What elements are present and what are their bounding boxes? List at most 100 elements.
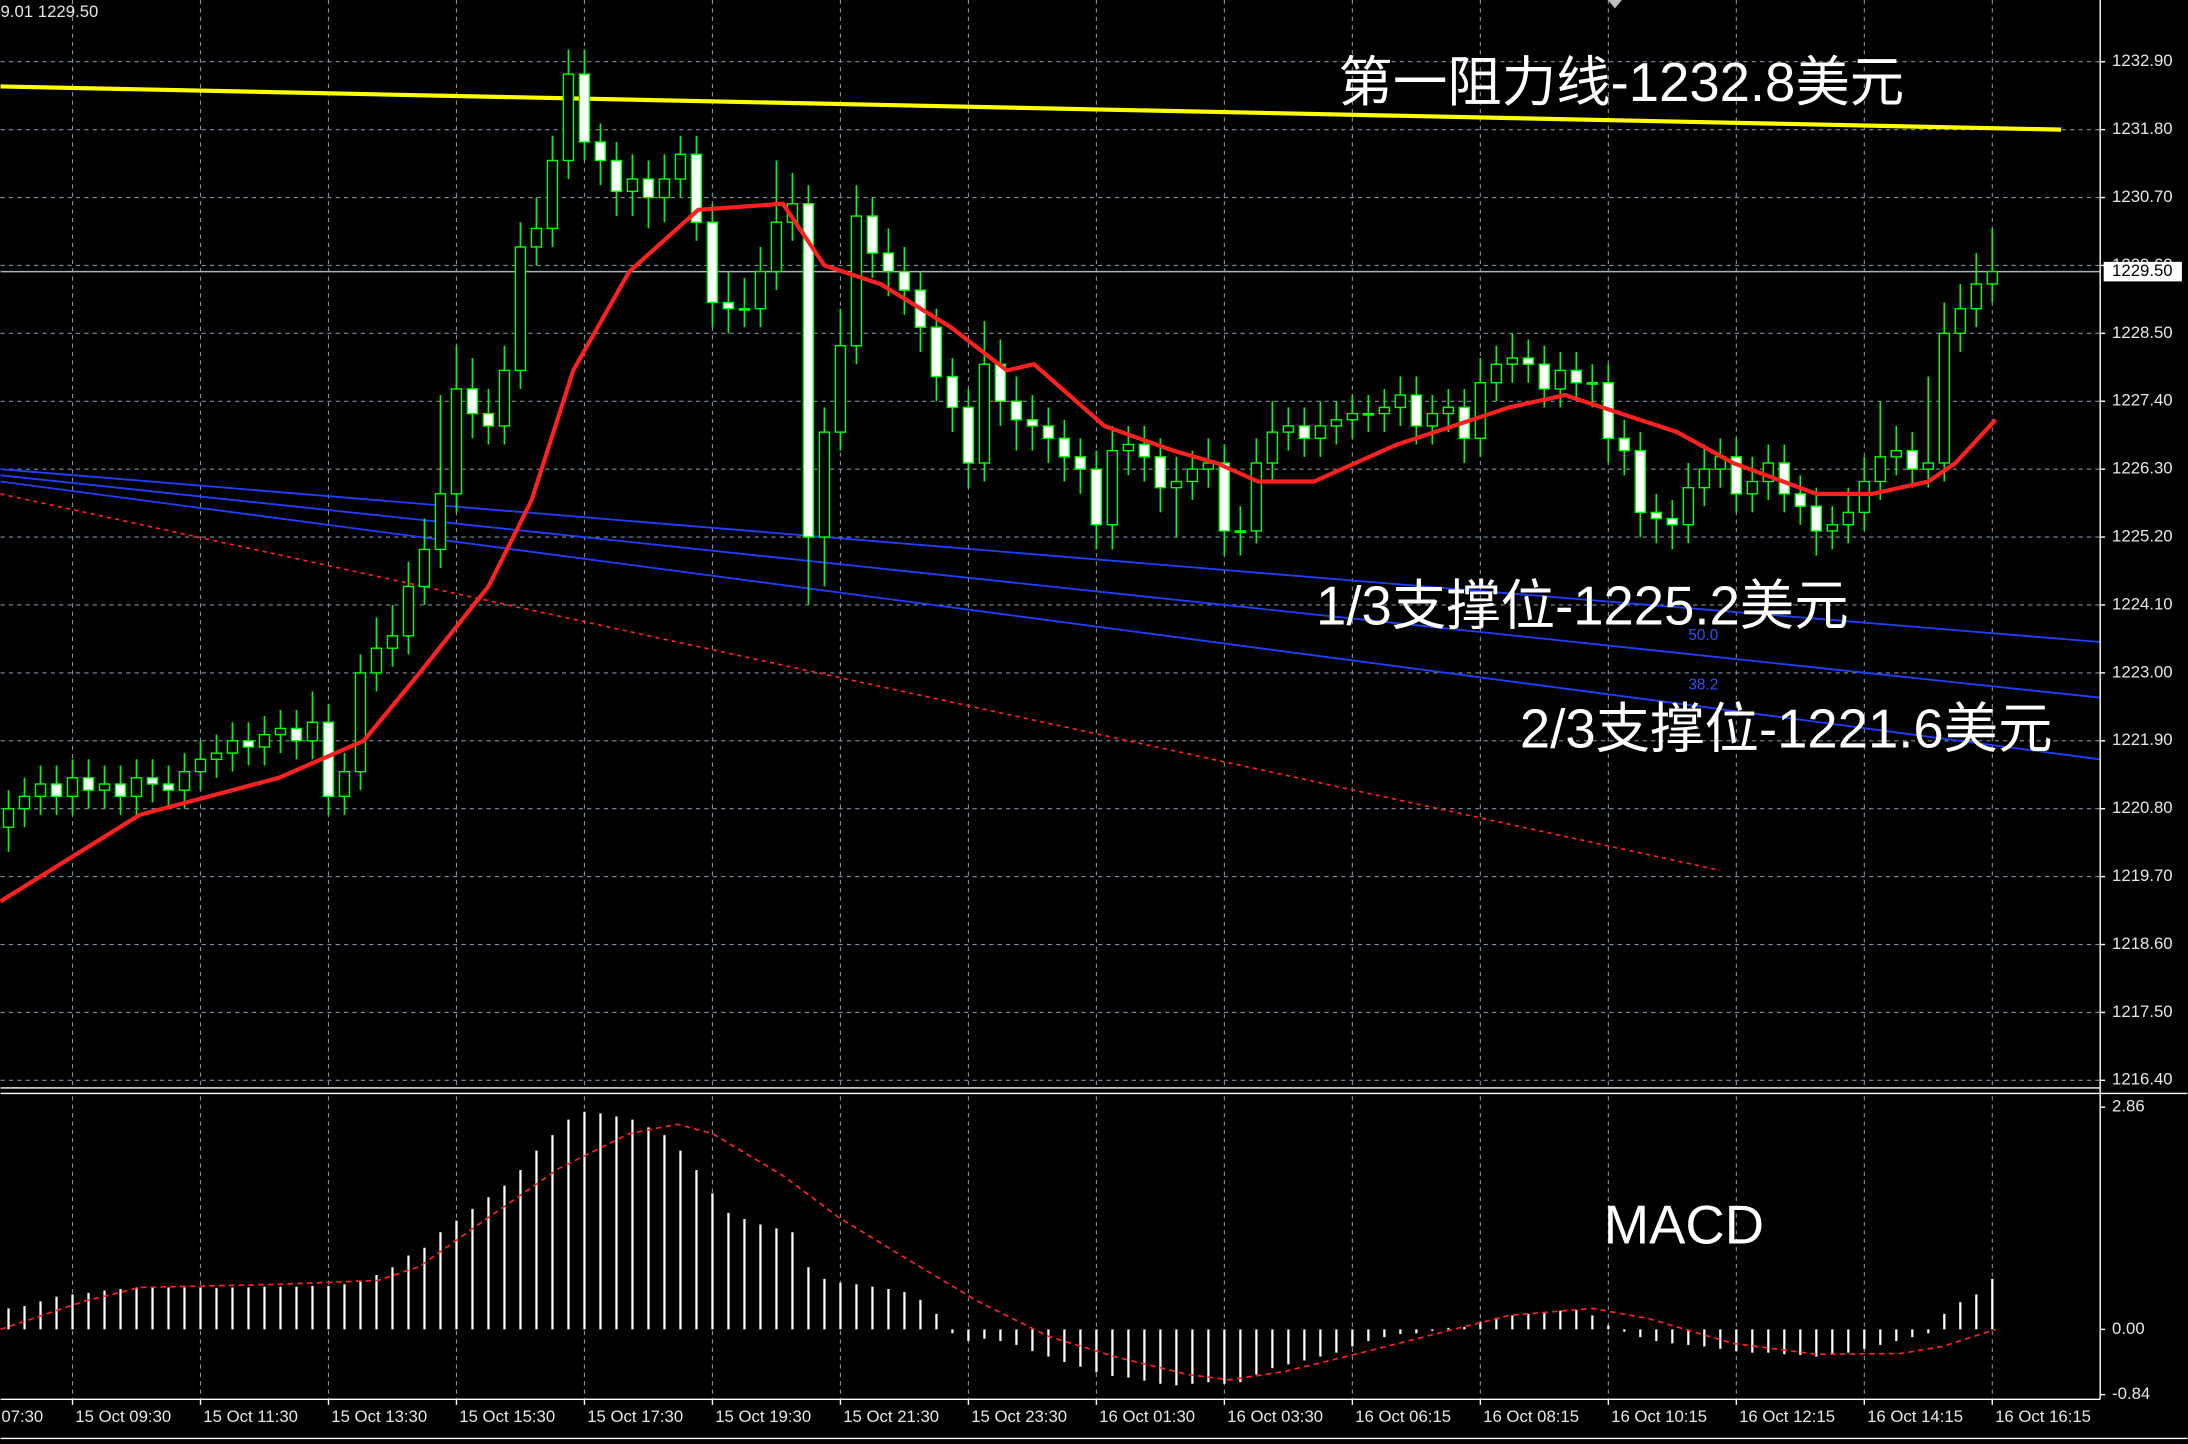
candle-body (1122, 443, 1135, 452)
candle-body (338, 770, 351, 798)
candle-body (1810, 505, 1823, 532)
candle-body (162, 783, 175, 791)
header-text: 9.01 1229.50 (1, 2, 99, 21)
candle-body (1554, 369, 1567, 390)
candle-body (1794, 493, 1807, 507)
x-tick-label: 16 Oct 16:15 (1995, 1407, 2091, 1426)
candle-body (978, 363, 991, 464)
x-tick-label: 15 Oct 13:30 (331, 1407, 427, 1426)
candle-body (402, 585, 415, 637)
candle-body (610, 159, 623, 193)
candle-body (226, 740, 239, 754)
candle-body (98, 783, 111, 791)
candle-body (1682, 486, 1695, 526)
candle-body (1154, 456, 1167, 489)
candle-body (626, 178, 639, 193)
candle-body (354, 672, 367, 773)
candle-body (1346, 412, 1359, 421)
x-tick-label: 16 Oct 08:15 (1483, 1407, 1579, 1426)
candle-body (1298, 425, 1311, 439)
candle-body (82, 777, 95, 791)
y-tick-label: 1221.90 (2112, 730, 2173, 749)
candle-body (514, 246, 527, 372)
candle-body (1490, 363, 1503, 384)
y-tick-label: 1227.40 (2112, 391, 2173, 410)
candle-body (450, 388, 463, 495)
candle-body (1634, 449, 1647, 514)
x-tick-label: 16 Oct 14:15 (1867, 1407, 1963, 1426)
x-tick-label: 15 Oct 07:30 (0, 1407, 43, 1426)
y-tick-label: 1231.80 (2112, 119, 2173, 138)
candle-body (866, 215, 879, 254)
candle-body (210, 752, 223, 761)
candle-body (1906, 449, 1919, 470)
candle-body (1506, 357, 1519, 365)
candle-body (1650, 511, 1663, 520)
candle-body (1106, 449, 1119, 526)
candle-body (770, 221, 783, 273)
candle-body (562, 73, 575, 162)
candle-body (290, 727, 303, 742)
candle-body (1426, 412, 1439, 427)
candle-body (2, 807, 15, 828)
candle-body (114, 783, 127, 798)
candle-body (370, 647, 383, 674)
resistance-annotation: 第一阻力线-1232.8美元 (1338, 52, 1904, 113)
candle-body (178, 770, 191, 791)
x-tick-label: 15 Oct 19:30 (715, 1407, 811, 1426)
candle-body (834, 345, 847, 433)
candle-body (594, 141, 607, 162)
candle-body (194, 758, 207, 773)
candle-body (658, 178, 671, 199)
trend-line (0, 84, 2062, 132)
candle-body (530, 227, 543, 248)
candle-body (1378, 406, 1391, 415)
candle-body (1042, 425, 1055, 439)
y-tick-label: 1226.30 (2112, 459, 2173, 478)
candle-body (1394, 394, 1407, 409)
x-tick-label: 15 Oct 21:30 (843, 1407, 939, 1426)
candle-body (802, 203, 815, 538)
y-tick-label: -0.84 (2112, 1384, 2150, 1403)
candle-body (674, 153, 687, 180)
candle-body (1970, 283, 1983, 310)
candle-body (34, 783, 47, 798)
candle-body (274, 727, 287, 736)
x-tick-label: 16 Oct 03:30 (1227, 1407, 1323, 1426)
candle-body (850, 215, 863, 347)
candle-body (1170, 480, 1183, 489)
macd-title: MACD (1604, 1194, 1764, 1255)
candle-body (882, 252, 895, 273)
support-annotation: 1/3支撑位-1225.2美元 (1316, 576, 1849, 637)
candle-body (1442, 406, 1455, 415)
candle-body (1730, 456, 1743, 495)
candle-body (1890, 449, 1903, 458)
candle-body (258, 733, 271, 748)
candle-body (1618, 437, 1631, 452)
y-tick-label: 1219.70 (2112, 866, 2173, 885)
candle-body (130, 777, 143, 798)
candle-body (546, 159, 559, 230)
candle-body (306, 721, 319, 742)
candle-body (642, 178, 655, 199)
candle-body (754, 270, 767, 310)
candle-body (578, 73, 591, 143)
candle-body (434, 493, 447, 551)
candle-body (1746, 480, 1759, 495)
scroll-marker (1607, 0, 1622, 9)
x-tick-label: 16 Oct 01:30 (1099, 1407, 1195, 1426)
y-tick-label: 1217.50 (2112, 1002, 2173, 1021)
moving-average (0, 201, 1998, 904)
x-tick-label: 16 Oct 10:15 (1611, 1407, 1707, 1426)
candle-body (1938, 332, 1951, 464)
support-annotation: 2/3支撑位-1221.6美元 (1520, 699, 2053, 760)
candle-body (1138, 443, 1151, 458)
y-tick-label: 1223.00 (2112, 662, 2173, 681)
candle-body (1026, 419, 1039, 427)
candle-body (1090, 468, 1103, 526)
candle-body (962, 406, 975, 464)
x-tick-label: 15 Oct 17:30 (587, 1407, 683, 1426)
trend-line (0, 474, 2100, 699)
